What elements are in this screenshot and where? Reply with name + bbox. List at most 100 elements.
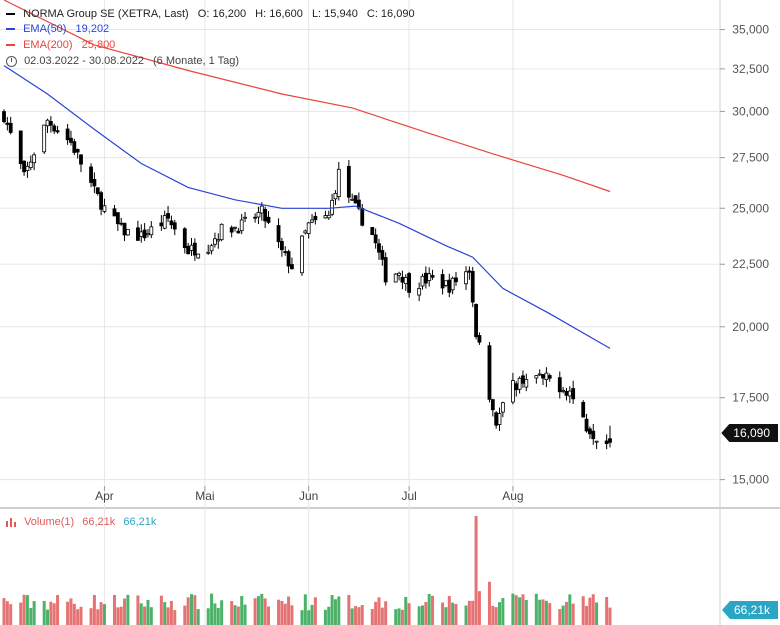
volume-bar xyxy=(89,608,93,625)
candle-body xyxy=(149,226,154,236)
candle-body xyxy=(447,279,452,293)
candle-body xyxy=(467,270,472,273)
volume-bar xyxy=(354,606,358,625)
legend-open: O: 16,200 xyxy=(197,8,247,20)
candle-body xyxy=(290,264,294,270)
candle-body xyxy=(393,273,398,283)
candle-body xyxy=(330,199,335,215)
volume-bar xyxy=(96,609,100,625)
candle-body xyxy=(346,165,351,198)
volume-bar xyxy=(189,594,193,625)
candle-body xyxy=(541,374,545,379)
candle-body xyxy=(336,168,341,197)
volume-bar xyxy=(518,597,522,625)
volume-bar xyxy=(19,602,23,625)
candle-body xyxy=(213,238,217,245)
candle-body xyxy=(490,399,495,411)
candle-body xyxy=(25,165,30,171)
volume-bar xyxy=(193,595,197,625)
volume-bar xyxy=(99,602,103,625)
volume-bar xyxy=(116,607,120,625)
volume-bar xyxy=(310,604,314,625)
volume-bar xyxy=(169,600,173,625)
volume-bar xyxy=(370,608,374,625)
volume-bar xyxy=(183,605,187,625)
candle-body xyxy=(571,388,576,400)
candle-body xyxy=(474,303,478,338)
candle-body xyxy=(494,412,499,426)
candle-body xyxy=(581,402,586,418)
volume-bar xyxy=(159,595,163,625)
volume-bar xyxy=(467,600,471,625)
candle-body xyxy=(310,219,314,223)
candle-body xyxy=(115,212,120,225)
candle-body xyxy=(454,277,458,283)
volume-bar xyxy=(451,602,455,625)
candle-body xyxy=(537,373,542,376)
volume-bar xyxy=(477,591,481,625)
candle-body xyxy=(192,242,197,256)
volume-bar xyxy=(220,600,224,625)
volume-bar xyxy=(581,596,585,625)
candle-body xyxy=(511,380,515,403)
candle-body xyxy=(604,440,609,444)
volume-bar xyxy=(464,605,468,625)
y-tick-label: 17,500 xyxy=(732,391,769,405)
volume-bar xyxy=(394,609,398,625)
volume-bar xyxy=(404,596,408,625)
candle-body xyxy=(142,229,147,239)
candle-body xyxy=(300,235,304,274)
ema200-swatch xyxy=(6,44,15,47)
candle-body xyxy=(423,272,428,284)
candle-body xyxy=(229,227,234,233)
candle-body xyxy=(102,205,107,212)
volume-bar xyxy=(280,600,284,625)
candle-body xyxy=(544,372,549,381)
x-tick-label: Apr xyxy=(95,489,114,503)
x-tick-label: Mai xyxy=(195,489,214,503)
volume-bar xyxy=(568,594,572,625)
candle-body xyxy=(440,274,445,289)
volume-bar xyxy=(514,595,518,625)
volume-bar xyxy=(69,598,73,625)
candle-body xyxy=(139,231,144,237)
volume-bar xyxy=(561,605,565,625)
legend-interval: (6 Monate, 1 Tag) xyxy=(153,55,240,67)
candle-body xyxy=(514,383,519,391)
candle-body xyxy=(55,130,60,133)
volume-bar xyxy=(146,599,150,625)
candle-body xyxy=(477,335,482,343)
legend-title: NORMA Group SE (XETRA, Last) xyxy=(23,8,189,20)
volume-bar xyxy=(236,606,240,625)
legend-high: H: 16,600 xyxy=(255,8,303,20)
volume-bar xyxy=(571,603,575,625)
volume-bar xyxy=(283,603,287,625)
volume-bar xyxy=(123,598,127,625)
volume-bar xyxy=(243,604,247,625)
candle-body xyxy=(45,119,50,127)
candle-body xyxy=(79,154,83,165)
candle-body xyxy=(22,160,26,173)
volume-bar xyxy=(427,593,431,625)
candle-body xyxy=(5,122,10,125)
candle-body xyxy=(266,216,271,223)
candle-body xyxy=(500,402,505,413)
candle-body xyxy=(303,230,308,234)
volume-bar xyxy=(471,600,475,625)
volume-bar xyxy=(66,601,70,625)
y-tick-label: 15,000 xyxy=(732,473,769,487)
candle-body xyxy=(239,219,244,232)
volume-bar xyxy=(347,595,351,625)
candle-body xyxy=(169,220,174,226)
candle-body xyxy=(464,271,468,285)
volume-bar xyxy=(544,600,548,625)
candle-body xyxy=(122,222,127,236)
volume-bar xyxy=(534,593,538,625)
volume-bar xyxy=(494,607,498,625)
volume-bar xyxy=(29,607,33,625)
candle-body xyxy=(8,122,13,133)
volume-bar xyxy=(441,602,445,625)
volume-bar xyxy=(287,596,291,625)
candle-body xyxy=(2,111,6,123)
volume-bar xyxy=(76,609,80,625)
